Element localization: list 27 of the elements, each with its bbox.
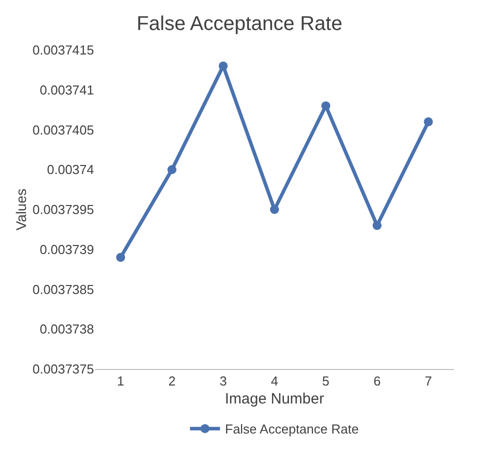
point — [372, 220, 382, 230]
chart-title: False Acceptance Rate — [136, 12, 342, 35]
y-tick-label: 0.00374 — [47, 162, 94, 178]
x-tick-label: 7 — [424, 374, 432, 389]
x-tick-label: 1 — [117, 374, 124, 389]
x-tick-label: 6 — [373, 374, 381, 389]
y-tick-label: 0.003739 — [40, 242, 94, 257]
point — [270, 205, 279, 214]
y-tick-label: 0.003741 — [40, 82, 94, 98]
x-axis-title: Image Number — [224, 390, 324, 408]
y-tick-label: 0.0037405 — [32, 122, 94, 138]
x-tick-label: 4 — [270, 374, 278, 389]
legend-label: False Acceptance Rate — [225, 422, 359, 437]
y-tick-label: 0.0037395 — [32, 202, 94, 218]
y-tick-label: 0.0037415 — [32, 42, 94, 58]
y-axis-title: Values — [13, 188, 30, 230]
point — [424, 117, 433, 126]
x-tick-label: 5 — [322, 374, 330, 389]
y-tick-label: 0.0037385 — [32, 282, 94, 297]
point — [321, 101, 330, 110]
point — [116, 252, 126, 262]
point — [167, 165, 176, 174]
y-tick-label: 0.003738 — [40, 322, 94, 337]
point — [218, 61, 228, 70]
y-tick-label: 0.0037375 — [32, 362, 94, 377]
x-tick-label: 2 — [168, 374, 176, 389]
x-tick-label: 3 — [220, 374, 227, 389]
